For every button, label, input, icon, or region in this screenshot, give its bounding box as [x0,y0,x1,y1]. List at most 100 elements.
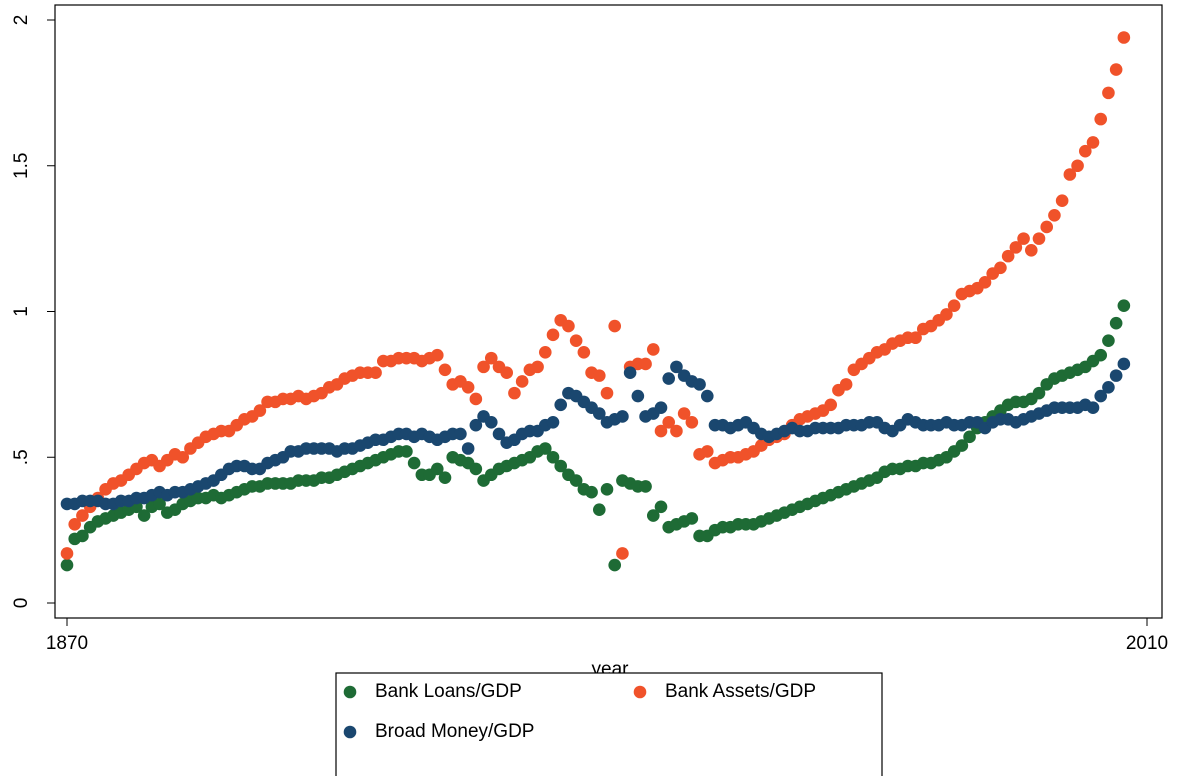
point [947,299,961,312]
point [670,360,683,374]
point [1102,334,1115,347]
legend-label: Bank Loans/GDP [375,681,522,702]
point [60,558,74,572]
point [608,558,622,572]
point [1117,357,1131,371]
point [1094,348,1108,362]
point [430,462,444,476]
point [677,407,691,420]
point [608,319,622,333]
point [60,547,74,560]
y-tick-label: 0 [11,598,32,609]
point [693,378,706,391]
point [153,497,166,511]
point [577,346,591,359]
point [616,410,629,423]
legend-marker [343,685,357,699]
point [1017,232,1030,245]
point [546,328,560,342]
point [554,459,568,473]
point [1078,144,1092,158]
point [76,529,89,543]
plot-frame [54,4,1163,619]
point [253,404,267,417]
point [1086,136,1100,149]
point [1048,209,1061,222]
point [1040,220,1054,234]
point [1024,243,1038,257]
point [592,503,606,517]
point [646,509,660,522]
point [662,372,676,385]
point [1094,389,1108,403]
point [461,380,475,394]
point [484,415,498,429]
point [531,360,544,374]
point [654,500,668,514]
point [430,348,444,362]
point [631,389,645,403]
point [1063,168,1077,181]
point [1086,401,1100,414]
point [1055,194,1069,208]
point [639,480,652,493]
point [616,547,629,560]
point [492,427,506,441]
point [940,308,953,321]
point [469,392,483,406]
point [1001,249,1015,263]
x-tick-label: 1870 [46,633,88,654]
point [569,474,583,487]
point [500,366,514,380]
point [176,450,190,464]
point [369,366,382,380]
point [646,343,660,356]
point [1117,299,1131,312]
point [1102,380,1115,394]
point [461,442,475,455]
y-tick-label: 1 [11,306,32,317]
point [469,418,483,432]
point [955,439,969,452]
point [562,319,575,333]
point [484,351,498,365]
point [963,430,976,444]
point [909,331,922,345]
point [569,334,583,347]
point [1009,241,1023,254]
point [400,445,413,458]
point [454,427,467,441]
point [685,415,699,429]
point [670,424,683,438]
point [600,386,614,400]
y-tick-label: 1.5 [11,153,32,179]
legend-marker [633,685,647,699]
point [137,509,151,522]
point [662,415,676,429]
y-tick-label: .5 [11,449,32,465]
point [585,485,598,499]
point [824,398,838,412]
point [538,346,552,359]
point [68,517,82,531]
point [1032,386,1046,400]
point [592,407,606,420]
point [546,415,560,429]
point [978,276,992,289]
point [592,369,606,382]
point [76,509,89,522]
point [839,378,853,391]
legend-label: Broad Money/GDP [375,721,534,742]
y-tick-label: 2 [11,15,32,26]
point [654,401,668,414]
point [623,366,637,380]
point [1094,112,1108,126]
point [994,261,1007,275]
point [654,424,668,438]
point [407,456,421,470]
point [600,483,614,496]
point [508,386,521,400]
point [438,471,452,484]
